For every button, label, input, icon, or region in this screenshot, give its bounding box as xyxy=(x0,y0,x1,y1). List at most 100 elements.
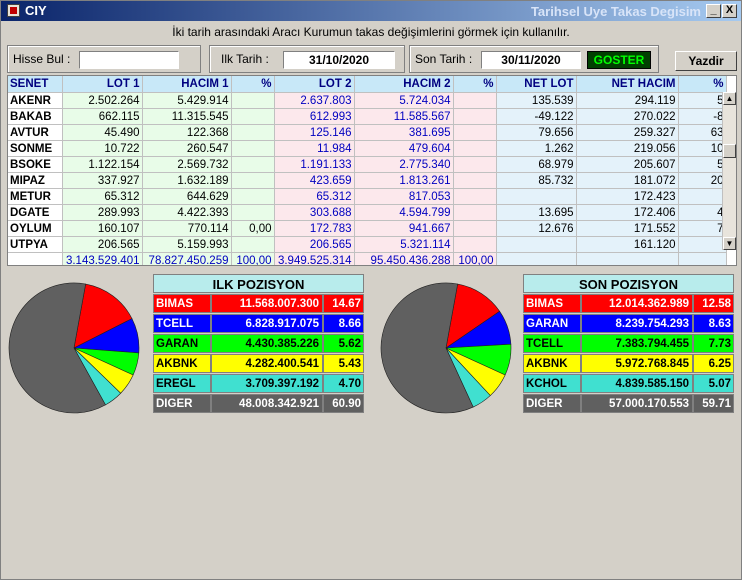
goster-button[interactable]: GOSTER xyxy=(587,51,651,69)
son-pozisyon-row: BIMAS 12.014.362.989 12.58 xyxy=(523,294,734,313)
table-row[interactable]: BAKAB 662.115 11.315.545 612.993 11.585.567 -… xyxy=(8,108,727,125)
window-title: CIY xyxy=(25,3,47,18)
table-cell xyxy=(453,156,497,173)
table-cell: 941.667 xyxy=(354,220,454,237)
position-value: 8.239.754.293 xyxy=(581,314,693,333)
table-cell: 45.490 xyxy=(62,124,143,141)
table-cell xyxy=(453,108,497,125)
table-cell: 172.406 xyxy=(576,204,679,221)
son-tarih-group xyxy=(409,45,659,73)
data-table: SENET LOT 1 HACIM 1% LOT 2 HACIM 2% NET LOT NE… xyxy=(8,76,727,265)
table-cell: 181.072 xyxy=(576,172,679,189)
column-header[interactable]: NET HACIM xyxy=(576,76,679,93)
senet-cell: BSOKE xyxy=(8,156,63,173)
table-cell: 12.676 xyxy=(496,220,577,237)
table-cell: 1.122.154 xyxy=(62,156,143,173)
table-row[interactable]: BSOKE 1.122.154 2.569.732 1.191.133 2.775.34… xyxy=(8,156,727,173)
table-cell xyxy=(453,204,497,221)
table-cell: 2.775.340 xyxy=(354,156,454,173)
table-cell: 10.722 xyxy=(62,140,143,157)
scroll-up-icon[interactable]: ▲ xyxy=(723,92,736,105)
table-row[interactable]: AKENR 2.502.264 5.429.914 2.637.803 5.724.03… xyxy=(8,92,727,109)
column-header[interactable]: % xyxy=(453,76,497,93)
position-name: AKBNK xyxy=(523,354,581,373)
table-cell: 612.993 xyxy=(274,108,355,125)
position-percent: 5.43 xyxy=(323,354,364,373)
table-cell: 1.632.189 xyxy=(142,172,232,189)
senet-cell: DGATE xyxy=(8,204,63,221)
window-subtitle: Tarihsel Uye Takas Degisim xyxy=(530,4,701,19)
table-row[interactable]: AVTUR 45.490 122.368 125.146 381.695 79.656 25… xyxy=(8,124,727,141)
table-cell xyxy=(231,236,275,253)
table-cell: -49.122 xyxy=(496,108,577,125)
table-cell: 294.119 xyxy=(576,92,679,109)
table-cell xyxy=(231,108,275,125)
table-row[interactable]: METUR 65.312 644.629 65.312 817.053 172.423 xyxy=(8,188,727,205)
table-cell: 65.312 xyxy=(62,188,143,205)
table-cell xyxy=(231,188,275,205)
hisse-search-input[interactable] xyxy=(79,51,179,69)
position-name: BIMAS xyxy=(153,294,211,313)
table-cell xyxy=(231,204,275,221)
position-name: BIMAS xyxy=(523,294,581,313)
table-cell xyxy=(453,172,497,189)
column-header[interactable]: % xyxy=(231,76,275,93)
table-cell: 5 xyxy=(678,156,727,173)
vertical-scrollbar[interactable]: ▲ ▼ xyxy=(722,92,736,250)
table-row[interactable]: OYLUM 160.107 770.114 0,00 172.783 941.667 12.… xyxy=(8,220,727,237)
table-cell: 270.022 xyxy=(576,108,679,125)
table-row[interactable]: DGATE 289.993 4.422.393 303.688 4.594.799 13.… xyxy=(8,204,727,221)
table-cell xyxy=(231,172,275,189)
ilk-pozisyon-row: GARAN 4.430.385.226 5.62 xyxy=(153,334,364,353)
close-button[interactable]: X xyxy=(722,4,737,18)
table-row[interactable]: UTPYA 206.565 5.159.993 206.565 5.321.114 161… xyxy=(8,236,727,253)
senet-cell: MIPAZ xyxy=(8,172,63,189)
table-row[interactable]: SONME 10.722 260.547 11.984 479.604 1.262 219.… xyxy=(8,140,727,157)
table-cell: 85.732 xyxy=(496,172,577,189)
position-percent: 4.70 xyxy=(323,374,364,393)
app-icon xyxy=(7,4,20,17)
table-cell: 5 xyxy=(678,92,727,109)
table-cell: 171.552 xyxy=(576,220,679,237)
table-cell: 662.115 xyxy=(62,108,143,125)
table-cell: 479.604 xyxy=(354,140,454,157)
column-header[interactable]: HACIM 2 xyxy=(354,76,454,93)
column-header[interactable]: LOT 2 xyxy=(274,76,355,93)
column-header[interactable]: HACIM 1 xyxy=(142,76,232,93)
total-cell: 100,00 xyxy=(231,252,275,265)
minimize-button[interactable]: _ xyxy=(706,4,721,18)
column-header[interactable]: NET LOT xyxy=(496,76,577,93)
table-cell: 1.813.261 xyxy=(354,172,454,189)
position-percent: 5.62 xyxy=(323,334,364,353)
total-cell: 3.143.529.401 xyxy=(62,252,143,265)
table-cell: 135.539 xyxy=(496,92,577,109)
table-cell: 0,00 xyxy=(231,220,275,237)
table-cell: 644.629 xyxy=(142,188,232,205)
table-cell: 125.146 xyxy=(274,124,355,141)
position-percent: 60.90 xyxy=(323,394,364,413)
scroll-down-icon[interactable]: ▼ xyxy=(723,237,736,250)
table-cell: 1.262 xyxy=(496,140,577,157)
table-row[interactable]: MIPAZ 337.927 1.632.189 423.659 1.813.261 85.… xyxy=(8,172,727,189)
table-cell: 289.993 xyxy=(62,204,143,221)
table-cell: 10 xyxy=(678,140,727,157)
ilk-pozisyon-pie-chart xyxy=(8,282,140,414)
senet-cell: SONME xyxy=(8,140,63,157)
scroll-thumb[interactable] xyxy=(723,144,736,158)
table-cell: 5.159.993 xyxy=(142,236,232,253)
table-cell: 5.724.034 xyxy=(354,92,454,109)
hisse-label: Hisse Bul : xyxy=(13,52,71,66)
senet-cell: OYLUM xyxy=(8,220,63,237)
column-header[interactable]: SENET xyxy=(8,76,63,93)
son-tarih-field[interactable]: 30/11/2020 xyxy=(481,51,581,69)
table-cell xyxy=(231,92,275,109)
table-cell: 13.695 xyxy=(496,204,577,221)
ilk-tarih-field[interactable]: 31/10/2020 xyxy=(283,51,395,69)
title-bar[interactable]: CIY Tarihsel Uye Takas Degisim _ X xyxy=(1,1,741,21)
total-cell xyxy=(576,252,679,265)
senet-cell: UTPYA xyxy=(8,236,63,253)
column-header[interactable]: LOT 1 xyxy=(62,76,143,93)
column-header[interactable]: % xyxy=(678,76,727,93)
yazdir-button[interactable]: Yazdir xyxy=(675,51,737,71)
data-grid[interactable]: SENET LOT 1 HACIM 1% LOT 2 HACIM 2% NET LOT NE… xyxy=(7,75,737,266)
